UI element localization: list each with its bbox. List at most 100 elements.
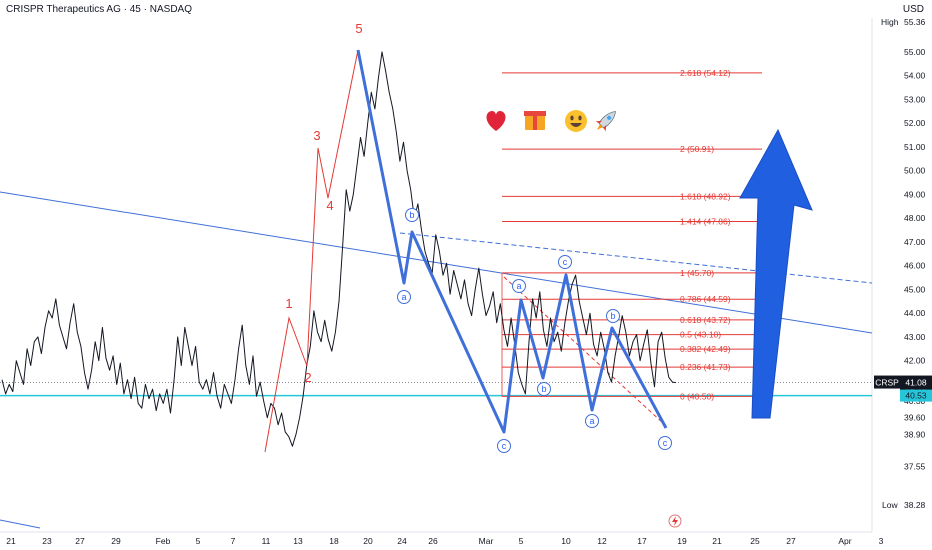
up-arrow-icon	[739, 128, 813, 419]
price-line	[1, 51, 677, 447]
y-tick-label: 44.00	[904, 308, 926, 318]
x-tick-label: 21	[712, 536, 722, 546]
gift-ribbon	[533, 111, 537, 130]
rocket-emoji	[595, 111, 616, 132]
trendline-lower	[0, 519, 41, 529]
x-tick-label: 11	[262, 536, 271, 546]
symbol-title[interactable]: CRISPR Therapeutics AG · 45 · NASDAQ	[6, 4, 192, 15]
x-tick-label: 5	[196, 536, 201, 546]
y-tick-label: 38.90	[904, 429, 926, 439]
fib-trend-line	[503, 276, 665, 425]
last-price-value: 41.08	[905, 378, 927, 388]
impulse-wave-label: 5	[355, 21, 362, 36]
y-tick-label: 50.00	[904, 166, 926, 176]
currency-label: USD	[902, 4, 924, 15]
y-tick-label: 51.00	[904, 142, 926, 152]
fib-level-label: 0.382 (42.49)	[680, 344, 731, 354]
y-tick-label: 55.00	[904, 47, 926, 57]
smile-face	[565, 110, 587, 132]
x-tick-label: 13	[293, 536, 303, 546]
support-value: 40.53	[905, 391, 927, 401]
y-tick-label: 47.00	[904, 237, 926, 247]
correction-wave-label: b	[610, 311, 615, 321]
x-tick-label: 24	[397, 536, 407, 546]
y-tick-label: 45.00	[904, 284, 926, 294]
x-tick-label: 18	[329, 536, 339, 546]
fib-level-label: 0.786 (44.59)	[680, 294, 731, 304]
y-tick-label: 42.00	[904, 356, 926, 366]
x-tick-label: 17	[637, 536, 647, 546]
y-tick-label: 48.00	[904, 213, 926, 223]
fib-level-label: 1.618 (48.92)	[680, 191, 731, 201]
x-tick-label: 26	[428, 536, 438, 546]
gift-emoji	[524, 111, 546, 130]
wave-label-circle	[658, 436, 672, 450]
impulse-wave-label: 3	[313, 128, 320, 143]
correction-wave-label: b	[541, 384, 546, 394]
x-tick-label: 27	[786, 536, 796, 546]
wave-label-circle	[585, 414, 599, 428]
impulse-wave-line	[264, 49, 359, 453]
x-tick-label: 25	[750, 536, 760, 546]
fib-level-label: 1.414 (47.86)	[680, 217, 731, 227]
support-badge	[900, 389, 932, 402]
low-label: Low	[882, 500, 898, 510]
low-value: 38.28	[904, 500, 926, 510]
ticker-badge-text: CRSP	[875, 378, 899, 388]
wave-label-circle	[405, 208, 419, 222]
correction-wave-label: c	[502, 441, 507, 451]
ticker-badge	[874, 375, 900, 389]
smile-emoji	[565, 110, 587, 132]
correction-wave-label: b	[409, 210, 414, 220]
rocket-window	[607, 115, 612, 120]
smile-eye	[570, 115, 574, 121]
chart-header: CRISPR Therapeutics AG · 45 · NASDAQ	[6, 4, 192, 15]
heart-shape	[486, 111, 506, 131]
smile-mouth	[570, 123, 582, 127]
impulse-wave-label: 1	[285, 296, 292, 311]
x-tick-label: 27	[75, 536, 85, 546]
y-tick-label: 37.55	[904, 461, 926, 471]
correction-wave-label: c	[563, 257, 568, 267]
trendline-dashed	[399, 232, 872, 284]
x-tick-label: 19	[677, 536, 687, 546]
y-tick-label: 52.00	[904, 118, 926, 128]
trendline-upper	[0, 191, 872, 334]
fib-level-label: 0 (40.50)	[680, 391, 714, 401]
impulse-wave-label: 2	[304, 370, 311, 385]
y-tick-label: 54.00	[904, 71, 926, 81]
rocket-fin	[595, 120, 607, 132]
wave-label-circle	[497, 439, 511, 453]
fib-level-label: 2 (50.91)	[680, 144, 714, 154]
x-tick-label: 23	[42, 536, 52, 546]
x-tick-label: Apr	[838, 536, 851, 546]
x-tick-label: 20	[363, 536, 373, 546]
correction-wave-label: a	[516, 281, 521, 291]
heart-emoji	[486, 111, 506, 131]
correction-wave-label: a	[589, 416, 594, 426]
impulse-wave-label: 4	[326, 198, 333, 213]
x-tick-label: 12	[597, 536, 607, 546]
x-tick-label: 21	[6, 536, 16, 546]
fib-level-label: 0.236 (41.73)	[680, 362, 731, 372]
x-tick-label: 7	[231, 536, 236, 546]
x-tick-label: 10	[561, 536, 571, 546]
fib-level-label: 0.618 (43.72)	[680, 315, 731, 325]
y-tick-label: 39.60	[904, 413, 926, 423]
wave-label-circle	[558, 255, 572, 269]
x-tick-label: 3	[879, 536, 884, 546]
smile-eye	[578, 115, 582, 121]
correction-wave-label: c	[663, 438, 668, 448]
x-tick-label: 5	[519, 536, 524, 546]
correction-wave-label: a	[401, 292, 406, 302]
y-tick-label: 43.00	[904, 332, 926, 342]
x-tick-label: Mar	[479, 536, 494, 546]
high-label: High	[881, 17, 899, 27]
wave-label-circle	[606, 309, 620, 323]
correction-wave-line	[356, 49, 668, 434]
y-tick-label: 46.00	[904, 261, 926, 271]
y-tick-label: 49.00	[904, 189, 926, 199]
x-tick-label: Feb	[156, 536, 171, 546]
y-tick-label: 53.00	[904, 94, 926, 104]
